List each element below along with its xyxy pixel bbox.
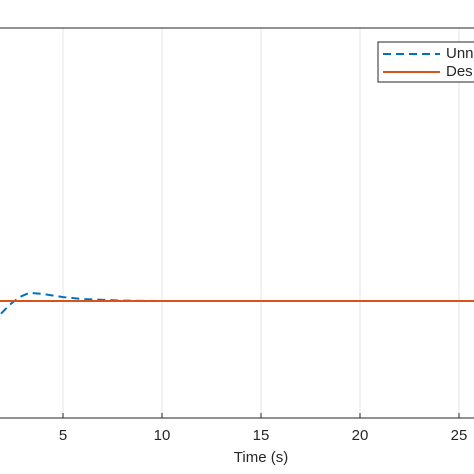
legend-box <box>377 41 474 83</box>
legend-label: Des <box>446 63 473 80</box>
plot-frame <box>0 27 474 419</box>
legend-label: Unn <box>446 45 474 62</box>
x-tick-label: 25 <box>451 427 468 444</box>
line-series <box>0 291 474 317</box>
x-axis-label: Time (s) <box>234 449 288 466</box>
x-tick-label: 5 <box>59 427 67 444</box>
x-tick-label: 10 <box>154 427 171 444</box>
x-tick-label: 15 <box>253 427 270 444</box>
x-tick-label: 20 <box>352 427 369 444</box>
